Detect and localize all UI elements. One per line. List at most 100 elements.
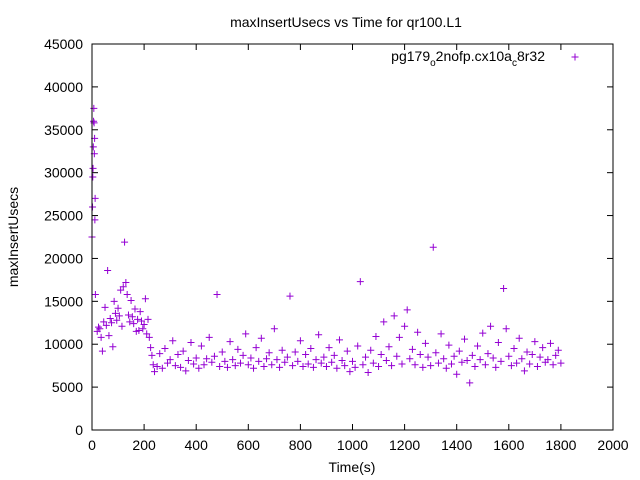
legend-marker [571, 53, 579, 61]
y-tick-label: 40000 [44, 79, 83, 95]
data-point [494, 339, 502, 347]
data-point [226, 338, 234, 346]
data-point [190, 360, 198, 368]
data-point [544, 356, 552, 364]
data-point [276, 363, 284, 371]
data-point [218, 348, 226, 356]
data-point [171, 362, 179, 370]
legend-marker-plus [571, 53, 579, 61]
data-point [147, 344, 155, 352]
data-point [236, 359, 244, 367]
x-tick-label: 0 [88, 437, 96, 453]
data-point [239, 351, 247, 359]
data-point [106, 314, 114, 322]
data-point [453, 370, 461, 378]
y-tick-label: 25000 [44, 208, 83, 224]
data-point [200, 361, 208, 369]
data-point [461, 335, 469, 343]
data-point [369, 359, 377, 367]
data-point [309, 363, 317, 371]
data-point [216, 363, 224, 371]
data-point [268, 361, 276, 369]
data-point [289, 362, 297, 370]
data-point [234, 345, 242, 353]
y-tick-label: 20000 [44, 250, 83, 266]
data-point [179, 347, 187, 355]
data-point [447, 360, 455, 368]
data-point [114, 304, 122, 312]
data-point [182, 367, 190, 375]
data-point [349, 357, 356, 365]
data-point [136, 308, 144, 316]
data-point [474, 342, 482, 350]
x-tick-label: 600 [237, 437, 261, 453]
data-point [479, 329, 487, 337]
data-point [184, 357, 192, 365]
data-point [505, 352, 513, 360]
data-point [255, 357, 263, 365]
data-point [445, 341, 453, 349]
legend-label-part-2: 2nofp.cx10a [436, 48, 512, 64]
data-point [89, 164, 97, 172]
data-point [104, 266, 112, 274]
x-tick-label: 1800 [545, 437, 576, 453]
data-point [356, 278, 364, 286]
data-point [458, 358, 466, 366]
data-point [484, 350, 492, 358]
data-point [89, 143, 97, 151]
data-point [502, 325, 510, 333]
data-point [135, 326, 143, 334]
x-tick-label: 1600 [493, 437, 524, 453]
data-point [307, 345, 315, 353]
data-point [151, 368, 159, 376]
data-point [526, 360, 534, 368]
data-point [330, 351, 338, 359]
data-point [533, 363, 541, 371]
data-point [96, 325, 104, 333]
data-point [403, 306, 411, 314]
x-axis-label: Time(s) [329, 459, 376, 475]
data-point [335, 336, 343, 344]
data-point [375, 363, 383, 371]
data-point [322, 363, 330, 371]
data-point [421, 339, 429, 347]
data-points [88, 104, 565, 387]
legend: pg179o2nofp.cx10ac8r32 [391, 48, 579, 69]
y-tick-label: 35000 [44, 122, 83, 138]
data-point [174, 351, 182, 359]
data-point [158, 364, 166, 372]
data-point [401, 322, 409, 330]
data-point [388, 362, 396, 370]
data-point [408, 345, 416, 353]
data-point [393, 352, 401, 360]
data-point [124, 311, 132, 319]
data-point [121, 238, 129, 246]
data-point [89, 203, 97, 211]
data-point [98, 347, 106, 355]
data-point [432, 349, 440, 357]
legend-label-subscript-1: o [430, 58, 436, 69]
data-point [108, 319, 116, 327]
data-point [260, 363, 268, 371]
data-point [126, 318, 134, 326]
data-point [197, 342, 205, 350]
legend-label-subscript-2: c [512, 58, 517, 69]
data-point [390, 312, 398, 320]
data-point [372, 333, 380, 341]
y-axis-label: maxInsertUsecs [5, 187, 21, 287]
data-point [351, 363, 359, 371]
x-tick-label: 1400 [441, 437, 472, 453]
data-point [131, 305, 139, 313]
data-point [273, 356, 281, 364]
data-point [90, 117, 98, 125]
data-point [343, 347, 351, 355]
data-point [489, 354, 497, 362]
data-point [518, 355, 526, 363]
data-point [89, 173, 97, 181]
data-point [195, 364, 203, 372]
chart-title: maxInsertUsecs vs Time for qr100.L1 [230, 14, 462, 30]
data-point [145, 333, 153, 341]
data-point [450, 352, 458, 360]
data-point [278, 346, 286, 354]
